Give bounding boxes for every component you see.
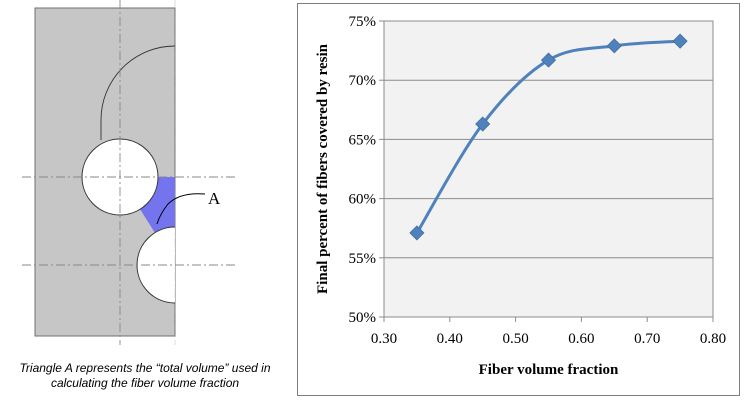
fiber-volume-diagram: A <box>22 0 235 345</box>
diagram-caption-line1: Triangle A represents the “total volume”… <box>19 361 271 375</box>
y-tick-label: 70% <box>349 73 377 89</box>
x-axis-title: Fiber volume fraction <box>479 362 619 378</box>
y-tick-label: 60% <box>349 192 377 208</box>
y-tick-label: 50% <box>349 310 377 326</box>
x-tick-label: 0.60 <box>568 331 594 347</box>
plot-area <box>383 20 714 318</box>
data-point-marker <box>540 52 557 68</box>
y-tick-label: 75% <box>349 14 377 30</box>
diagram-caption-line2: calculating the fiber volume fraction <box>50 376 240 390</box>
label-a: A <box>208 189 221 208</box>
x-tick-label: 0.80 <box>700 331 726 347</box>
y-tick-label: 65% <box>349 132 377 148</box>
y-axis-title: Final percent of fibers covered by resin <box>315 43 331 294</box>
x-tick-label: 0.70 <box>634 331 660 347</box>
x-tick-label: 0.40 <box>437 331 463 347</box>
data-point-marker <box>606 38 622 54</box>
x-tick-label: 0.50 <box>502 331 528 347</box>
x-tick-label: 0.30 <box>371 331 397 347</box>
y-tick-label: 55% <box>349 251 377 267</box>
resin-coverage-chart: 50% 55% 60% 65% 70% 75% 0.30 0.40 0.50 0.60 0.70 0.… <box>315 14 726 378</box>
data-point-marker <box>475 116 491 132</box>
data-point-marker <box>409 225 425 241</box>
series-line <box>415 39 681 234</box>
label-a-leader <box>156 193 206 225</box>
data-point-marker <box>672 33 688 49</box>
chart-frame: 50% 55% 60% 65% 70% 75% 0.30 0.40 0.50 0.60 0.70 0.… <box>297 3 740 396</box>
